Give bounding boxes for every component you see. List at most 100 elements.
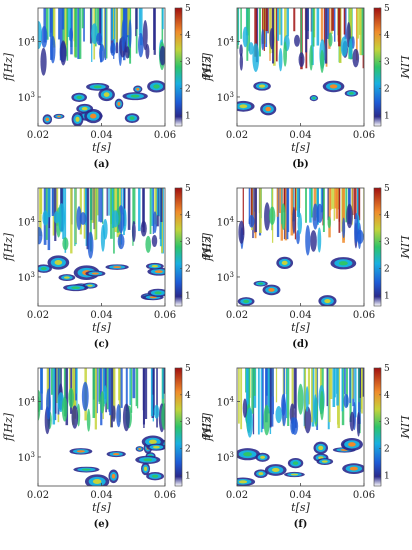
flame (340, 36, 348, 57)
streak (270, 368, 274, 427)
x-tick-label: 0.04 (289, 310, 311, 321)
flame (354, 212, 359, 244)
flame (102, 218, 108, 240)
colorbar (373, 367, 382, 487)
streak (334, 188, 338, 209)
streak (89, 188, 92, 252)
streak (69, 8, 72, 41)
streak (151, 188, 154, 226)
flame (278, 47, 283, 72)
streak (252, 188, 254, 239)
colorbar-label: LIM (199, 415, 212, 440)
colorbar-tick-label: 4 (185, 391, 191, 401)
streak (331, 8, 335, 31)
streak (345, 368, 348, 407)
y-tick-label: 103 (217, 271, 234, 284)
y-tick-label: 104 (18, 35, 36, 48)
blob (76, 95, 82, 100)
streak (258, 8, 261, 57)
streak (331, 188, 334, 209)
streak (254, 188, 257, 233)
blob (129, 116, 135, 120)
streak (127, 8, 130, 36)
streak (322, 188, 325, 232)
streak (338, 188, 340, 222)
x-axis-label: t[s] (92, 501, 111, 514)
flame (312, 203, 319, 230)
heatmap (38, 8, 165, 126)
blob (57, 115, 61, 118)
streak (103, 8, 106, 58)
y-axis-label: f[Hz] (2, 52, 15, 82)
blob (290, 473, 299, 476)
streak (276, 188, 279, 217)
colorbar-tick-label: 4 (384, 391, 390, 401)
flame (42, 210, 49, 226)
flame (117, 233, 125, 250)
streak (354, 368, 357, 418)
flame (53, 211, 60, 224)
streak (64, 188, 67, 253)
blob (63, 276, 70, 279)
flame (298, 52, 305, 67)
streak (254, 8, 257, 57)
flame (145, 235, 152, 253)
streak (101, 8, 103, 51)
streak (135, 8, 138, 54)
streak (305, 8, 308, 53)
blob (292, 461, 299, 465)
blob (243, 299, 250, 303)
streak (293, 368, 296, 409)
streak (287, 368, 290, 426)
flame (290, 417, 296, 435)
streak (320, 8, 323, 41)
streak (294, 188, 297, 240)
streak (333, 8, 336, 42)
flame (86, 408, 91, 432)
streak (92, 368, 96, 418)
x-tick-label: 0.04 (90, 130, 112, 141)
y-axis-label: f[Hz] (2, 412, 15, 442)
streak (84, 188, 87, 226)
flame (116, 403, 122, 428)
streak (280, 8, 283, 46)
streak (351, 188, 353, 225)
streak (58, 8, 61, 40)
flame (292, 206, 296, 234)
streak (61, 8, 65, 30)
blob (93, 85, 102, 89)
blob (349, 466, 358, 471)
flame (246, 407, 253, 438)
streak (248, 188, 251, 224)
flame (242, 398, 248, 418)
streak (114, 8, 116, 51)
colorbar (373, 187, 382, 307)
streak (341, 368, 344, 412)
flame (152, 211, 157, 234)
blob (151, 474, 159, 478)
x-axis-label: t[s] (291, 501, 310, 514)
colorbar-tick-label: 5 (384, 364, 390, 374)
blob (329, 84, 338, 89)
colorbar-tick-label: 5 (384, 4, 390, 14)
streak (328, 368, 331, 423)
streak (358, 188, 361, 221)
streak (307, 368, 310, 405)
flame (304, 406, 312, 434)
streak (106, 188, 108, 216)
streak (83, 8, 85, 42)
streak (127, 188, 131, 230)
blob (258, 472, 264, 476)
y-tick-label: 104 (18, 395, 36, 408)
blob (111, 473, 116, 479)
flame (248, 42, 254, 55)
streak (362, 368, 364, 397)
streak (240, 8, 242, 39)
blob (113, 266, 122, 269)
flame (151, 234, 158, 248)
x-tick-label: 0.02 (226, 490, 248, 501)
x-tick-label: 0.06 (154, 130, 176, 141)
flame (61, 396, 68, 422)
blob (91, 272, 99, 275)
flame (238, 220, 245, 244)
